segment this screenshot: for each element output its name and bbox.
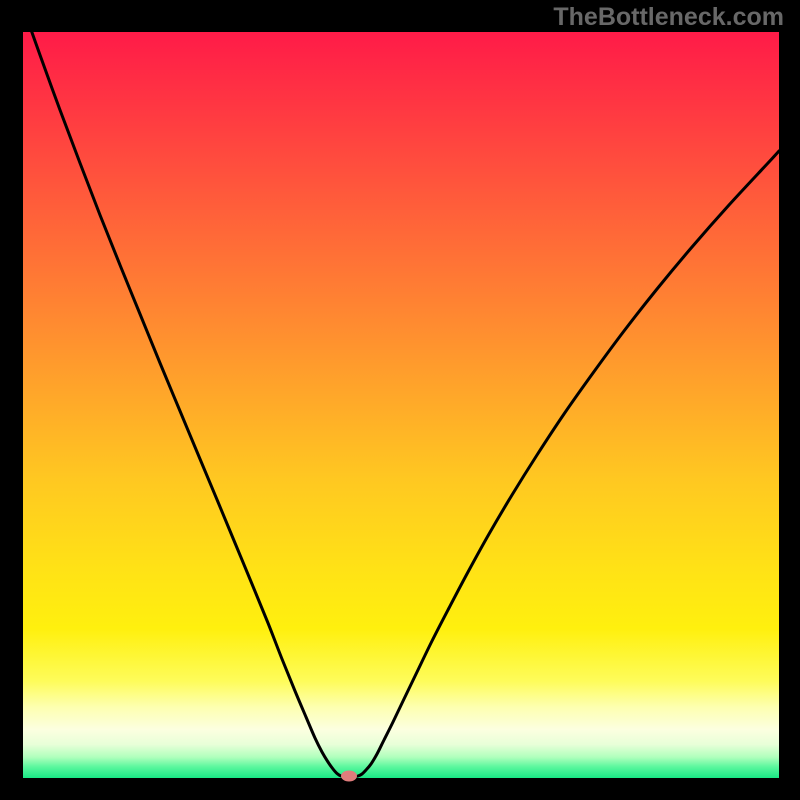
watermark-label: TheBottleneck.com (553, 3, 784, 32)
chart-overlay (0, 0, 800, 800)
minimum-marker (341, 771, 357, 782)
bottleneck-curve (23, 7, 779, 777)
